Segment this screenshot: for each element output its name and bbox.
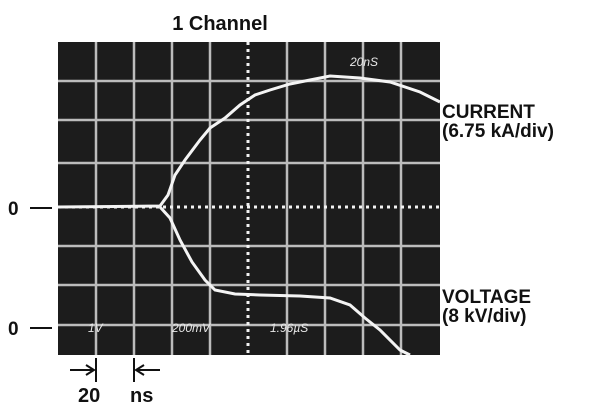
time-scale-value: 20	[78, 385, 100, 407]
title: 1 Channel	[172, 13, 268, 35]
voltage-scale: (8 kV/div)	[442, 306, 526, 327]
screen-text: 20nS	[349, 55, 378, 69]
time-scale-arrows	[70, 358, 160, 382]
figure: 1 Channel 20nS 1V 200mV 1.96µS CURRENT (…	[0, 0, 616, 407]
screen-text: 1.96µS	[270, 321, 308, 335]
zero-marker: 0	[8, 319, 19, 340]
current-scale: (6.75 kA/div)	[442, 121, 554, 142]
screen-text: 1V	[88, 321, 104, 335]
screen-text: 200mV	[171, 321, 211, 335]
time-scale-unit: ns	[130, 385, 153, 407]
zero-marker: 0	[8, 199, 19, 220]
scope-screen: 20nS 1V 200mV 1.96µS	[58, 42, 440, 355]
current-label: CURRENT	[442, 102, 535, 123]
voltage-label: VOLTAGE	[442, 287, 531, 308]
